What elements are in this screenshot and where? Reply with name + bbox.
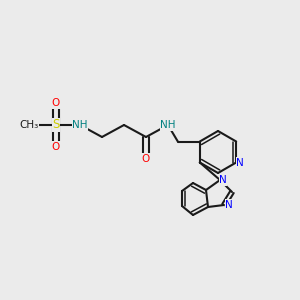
Text: N: N: [236, 158, 244, 167]
Text: O: O: [142, 154, 150, 164]
Text: N: N: [219, 175, 227, 185]
Text: NH: NH: [72, 120, 88, 130]
Text: O: O: [52, 142, 60, 152]
Text: S: S: [52, 118, 60, 131]
Text: O: O: [52, 98, 60, 108]
Text: CH₃: CH₃: [20, 120, 39, 130]
Text: NH: NH: [160, 120, 176, 130]
Text: N: N: [225, 200, 233, 210]
